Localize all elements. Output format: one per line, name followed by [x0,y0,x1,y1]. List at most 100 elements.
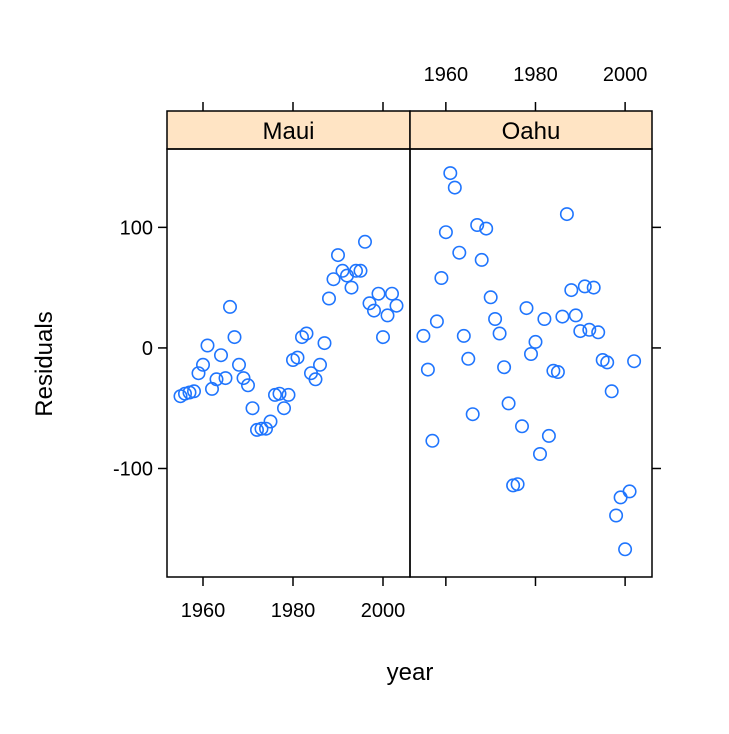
data-point-oahu [573,324,588,339]
data-point-maui [245,401,260,416]
y-tick-label: 0 [142,338,153,360]
data-point-maui [196,357,211,372]
data-point-maui [290,350,305,365]
data-point-oahu [600,355,615,370]
data-point-maui [227,330,242,345]
data-point-oahu [541,428,556,443]
data-point-oahu [550,364,565,379]
data-point-maui [357,234,372,249]
data-point-oahu [465,407,480,422]
data-point-maui [375,330,390,345]
data-point-oahu [461,351,476,366]
data-point-oahu [559,207,574,222]
data-point-oahu [613,490,628,505]
data-point-maui [191,366,206,381]
data-point-maui [263,414,278,429]
y-tick-label: 100 [120,217,153,239]
data-point-maui [209,372,224,387]
data-point-oahu [483,290,498,305]
data-point-oahu [577,279,592,294]
x-axis-title: year [387,659,434,686]
data-point-oahu [537,311,552,326]
data-point-maui [276,401,291,416]
data-point-oahu [532,446,547,461]
data-point-maui [294,330,309,345]
data-point-oahu [443,166,458,181]
data-point-maui [384,286,399,301]
y-axis-title: Residuals [31,311,58,416]
data-point-maui [214,348,229,363]
x-tick-label-bottom: 2000 [361,600,406,622]
data-point-oahu [622,484,637,499]
data-point-maui [362,296,377,311]
data-point-maui [218,371,233,386]
data-point-maui [344,280,359,295]
data-point-maui [236,371,251,386]
data-point-oahu [555,309,570,324]
data-point-maui [366,303,381,318]
data-point-maui [371,286,386,301]
data-point-maui [348,263,363,278]
x-tick-label-top: 1980 [513,64,558,86]
data-point-maui [232,357,247,372]
data-point-maui [326,272,341,287]
data-point-maui [389,298,404,313]
data-point-maui [330,248,345,263]
data-point-oahu [492,326,507,341]
data-point-oahu [519,301,534,316]
x-tick-label-bottom: 1980 [271,600,316,622]
data-point-oahu [604,384,619,399]
data-point-oahu [420,362,435,377]
data-point-maui [299,326,314,341]
data-point-oahu [528,334,543,349]
data-point-oahu [497,360,512,375]
data-point-oahu [510,477,525,492]
data-point-oahu [479,221,494,236]
panel-frame-oahu [409,148,653,578]
data-point-oahu [438,225,453,240]
data-point-oahu [501,396,516,411]
data-point-oahu [564,283,579,298]
data-point-maui [187,384,202,399]
data-point-oahu [452,245,467,260]
data-point-oahu [447,180,462,195]
data-point-oahu [514,419,529,434]
data-point-maui [223,299,238,314]
data-point-maui [321,291,336,306]
data-point-maui [335,263,350,278]
data-point-maui [254,421,269,436]
strip-label-maui: Maui [262,118,314,145]
data-point-oahu [627,354,642,369]
data-point-oahu [523,346,538,361]
data-point-oahu [416,328,431,343]
data-point-oahu [456,328,471,343]
data-point-oahu [568,308,583,323]
data-point-maui [241,378,256,393]
data-point-oahu [618,542,633,557]
strip-oahu [409,110,653,150]
data-point-oahu [591,325,606,340]
data-point-oahu [434,270,449,285]
data-point-oahu [488,311,503,326]
data-point-maui [317,336,332,351]
strip-maui [166,110,411,150]
data-point-oahu [470,218,485,233]
data-point-oahu [609,508,624,523]
data-point-maui [258,421,273,436]
data-point-oahu [474,252,489,267]
y-tick-label: -100 [113,458,153,480]
data-point-oahu [429,314,444,329]
x-tick-label-bottom: 1960 [181,600,226,622]
data-point-maui [281,387,296,402]
data-point-oahu [425,433,440,448]
data-point-oahu [586,280,601,295]
data-point-maui [312,357,327,372]
data-point-maui [353,263,368,278]
data-point-maui [308,372,323,387]
x-tick-label-top: 2000 [603,64,648,86]
data-point-maui [272,386,287,401]
strip-label-oahu: Oahu [502,118,561,145]
data-point-maui [380,308,395,323]
